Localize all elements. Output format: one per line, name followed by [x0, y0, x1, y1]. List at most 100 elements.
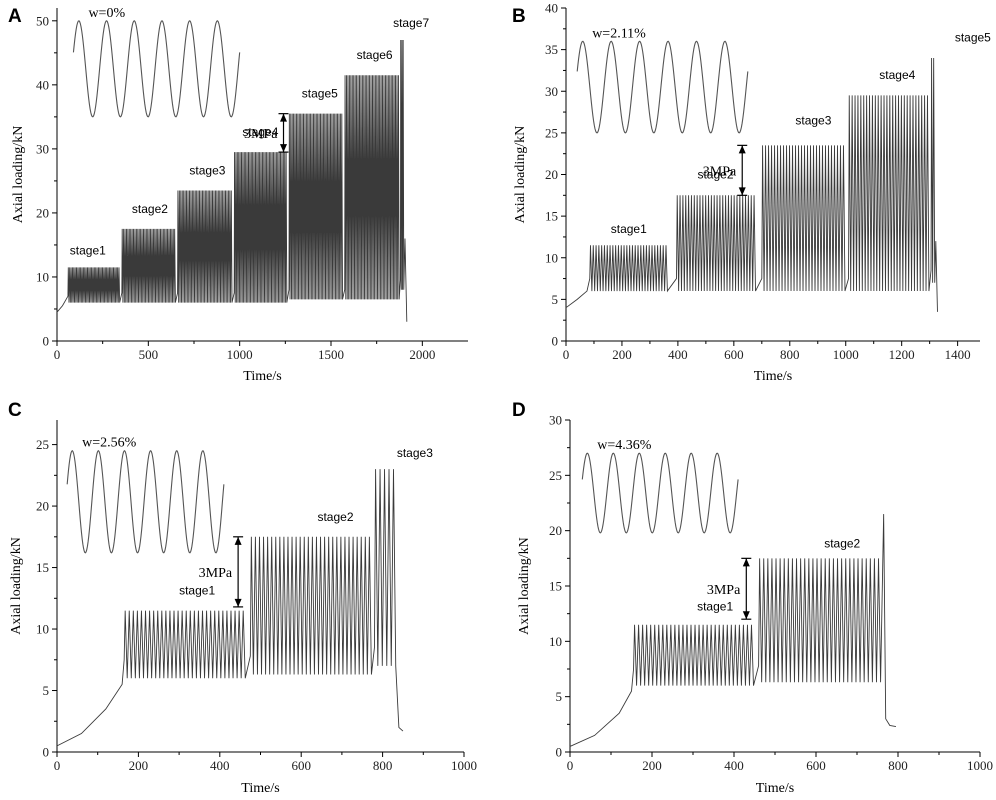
series-line	[569, 514, 897, 747]
x-tick-label: 400	[668, 347, 688, 362]
sine-wave-inset	[576, 40, 749, 134]
annotation-label: 3MPa	[244, 127, 278, 142]
x-tick-label: 400	[210, 758, 230, 773]
y-tick-label: 35	[545, 42, 558, 57]
series-line	[56, 469, 404, 747]
stage-label: stage3	[189, 164, 225, 178]
y-tick-label: 5	[552, 292, 559, 307]
x-tick-label: 0	[54, 758, 61, 773]
moisture-label: w=2.11%	[592, 26, 646, 41]
y-tick-label: 50	[36, 13, 49, 28]
stage-label: stage2	[824, 536, 860, 550]
x-tick-label: 0	[54, 347, 61, 362]
y-tick-label: 5	[43, 683, 50, 698]
x-tick-label: 0	[563, 347, 570, 362]
stage-label: stage5	[302, 87, 338, 101]
moisture-label: w=0%	[88, 6, 125, 21]
x-axis-title: Time/s	[756, 781, 794, 796]
y-tick-label: 0	[556, 745, 563, 760]
x-tick-label: 2000	[409, 347, 435, 362]
x-tick-label: 600	[724, 347, 744, 362]
annotation-arrowhead-up	[234, 536, 242, 545]
y-tick-label: 10	[545, 250, 558, 265]
x-tick-label: 200	[612, 347, 632, 362]
y-tick-label: 5	[556, 689, 563, 704]
y-tick-label: 30	[36, 141, 49, 156]
annotation-label: 3MPa	[199, 566, 233, 581]
sine-wave-inset	[72, 20, 241, 118]
annotation-label: 3MPa	[707, 583, 741, 598]
annotation-arrowhead-up	[738, 145, 746, 154]
y-axis-title: Axial loading/kN	[11, 126, 26, 224]
x-tick-label: 600	[806, 758, 826, 773]
stage-label: stage2	[697, 168, 733, 182]
sine-wave-inset	[581, 452, 739, 534]
x-tick-label: 200	[642, 758, 662, 773]
y-tick-label: 10	[549, 634, 562, 649]
y-tick-label: 10	[36, 622, 49, 637]
annotation-arrowhead-down	[280, 144, 288, 153]
y-tick-label: 0	[552, 334, 559, 349]
annotation-arrowhead-up	[280, 113, 288, 122]
stage-label: stage1	[70, 244, 106, 258]
annotation-arrowhead-down	[742, 611, 750, 620]
x-tick-label: 500	[139, 347, 159, 362]
stage-label: stage1	[697, 599, 733, 613]
x-tick-label: 1000	[227, 347, 253, 362]
y-tick-label: 20	[36, 205, 49, 220]
x-tick-label: 800	[888, 758, 908, 773]
y-tick-label: 15	[36, 560, 49, 575]
y-tick-label: 0	[43, 745, 50, 760]
stage-label: stage5	[955, 30, 991, 44]
y-tick-label: 20	[36, 499, 49, 514]
sine-wave-inset	[66, 450, 225, 554]
moisture-label: w=2.56%	[82, 436, 137, 451]
stage-label: stage7	[393, 16, 429, 30]
stage-label: stage2	[317, 510, 353, 524]
chart-panel-d: D 0 200 400 600 800 1000 0 5 10 15 20 25 30 Time/s Axia…	[512, 400, 993, 796]
stage-label: stage4	[879, 68, 915, 82]
annotation-arrowhead-down	[738, 187, 746, 196]
x-tick-label: 1400	[945, 347, 971, 362]
y-tick-label: 25	[36, 437, 49, 452]
y-tick-label: 10	[36, 269, 49, 284]
x-tick-label: 1000	[833, 347, 859, 362]
x-tick-label: 800	[780, 347, 800, 362]
chart-panel-c: C 0 200 400 600 800 1000 0 5 10 15 20 25 Time/s Axial …	[8, 400, 477, 796]
y-tick-label: 40	[545, 1, 558, 16]
x-axis-title: Time/s	[241, 781, 279, 796]
annotation-label: 3MPa	[703, 164, 737, 179]
panel-letter: C	[8, 400, 22, 421]
y-axis-title: Axial loading/kN	[9, 537, 24, 635]
panel-letter: B	[512, 6, 526, 27]
y-tick-label: 40	[36, 77, 49, 92]
x-axis-title: Time/s	[754, 369, 792, 384]
chart-panel-a: A 0 500 1000 1500 2000 0 10 20 30 40 50 Time/s Axial …	[8, 6, 468, 384]
y-tick-label: 15	[549, 579, 562, 594]
x-tick-label: 1000	[451, 758, 477, 773]
y-tick-label: 30	[549, 413, 562, 428]
panel-letter: A	[8, 6, 22, 27]
y-axis-title: Axial loading/kN	[513, 126, 528, 224]
panel-letter: D	[512, 400, 526, 421]
stage-label: stage1	[179, 584, 215, 598]
y-tick-label: 25	[549, 468, 562, 483]
series-line	[565, 57, 938, 312]
y-axis-title: Axial loading/kN	[517, 537, 532, 635]
stage-label: stage3	[397, 446, 433, 460]
y-tick-label: 0	[43, 334, 50, 349]
x-tick-label: 1500	[318, 347, 344, 362]
annotation-arrowhead-down	[234, 598, 242, 607]
x-tick-label: 200	[129, 758, 149, 773]
x-tick-label: 400	[724, 758, 744, 773]
y-tick-label: 15	[545, 209, 558, 224]
chart-panel-b: B 0 200 400 600 800 1000 1200 1400 0 5 10 15 20 25 30 35…	[512, 1, 991, 385]
y-tick-label: 25	[545, 125, 558, 140]
y-tick-label: 20	[549, 523, 562, 538]
x-axis-title: Time/s	[243, 369, 281, 384]
stage-label: stage4	[242, 125, 278, 139]
stage-label: stage3	[795, 114, 831, 128]
moisture-label: w=4.36%	[597, 438, 652, 453]
y-tick-label: 30	[545, 84, 558, 99]
